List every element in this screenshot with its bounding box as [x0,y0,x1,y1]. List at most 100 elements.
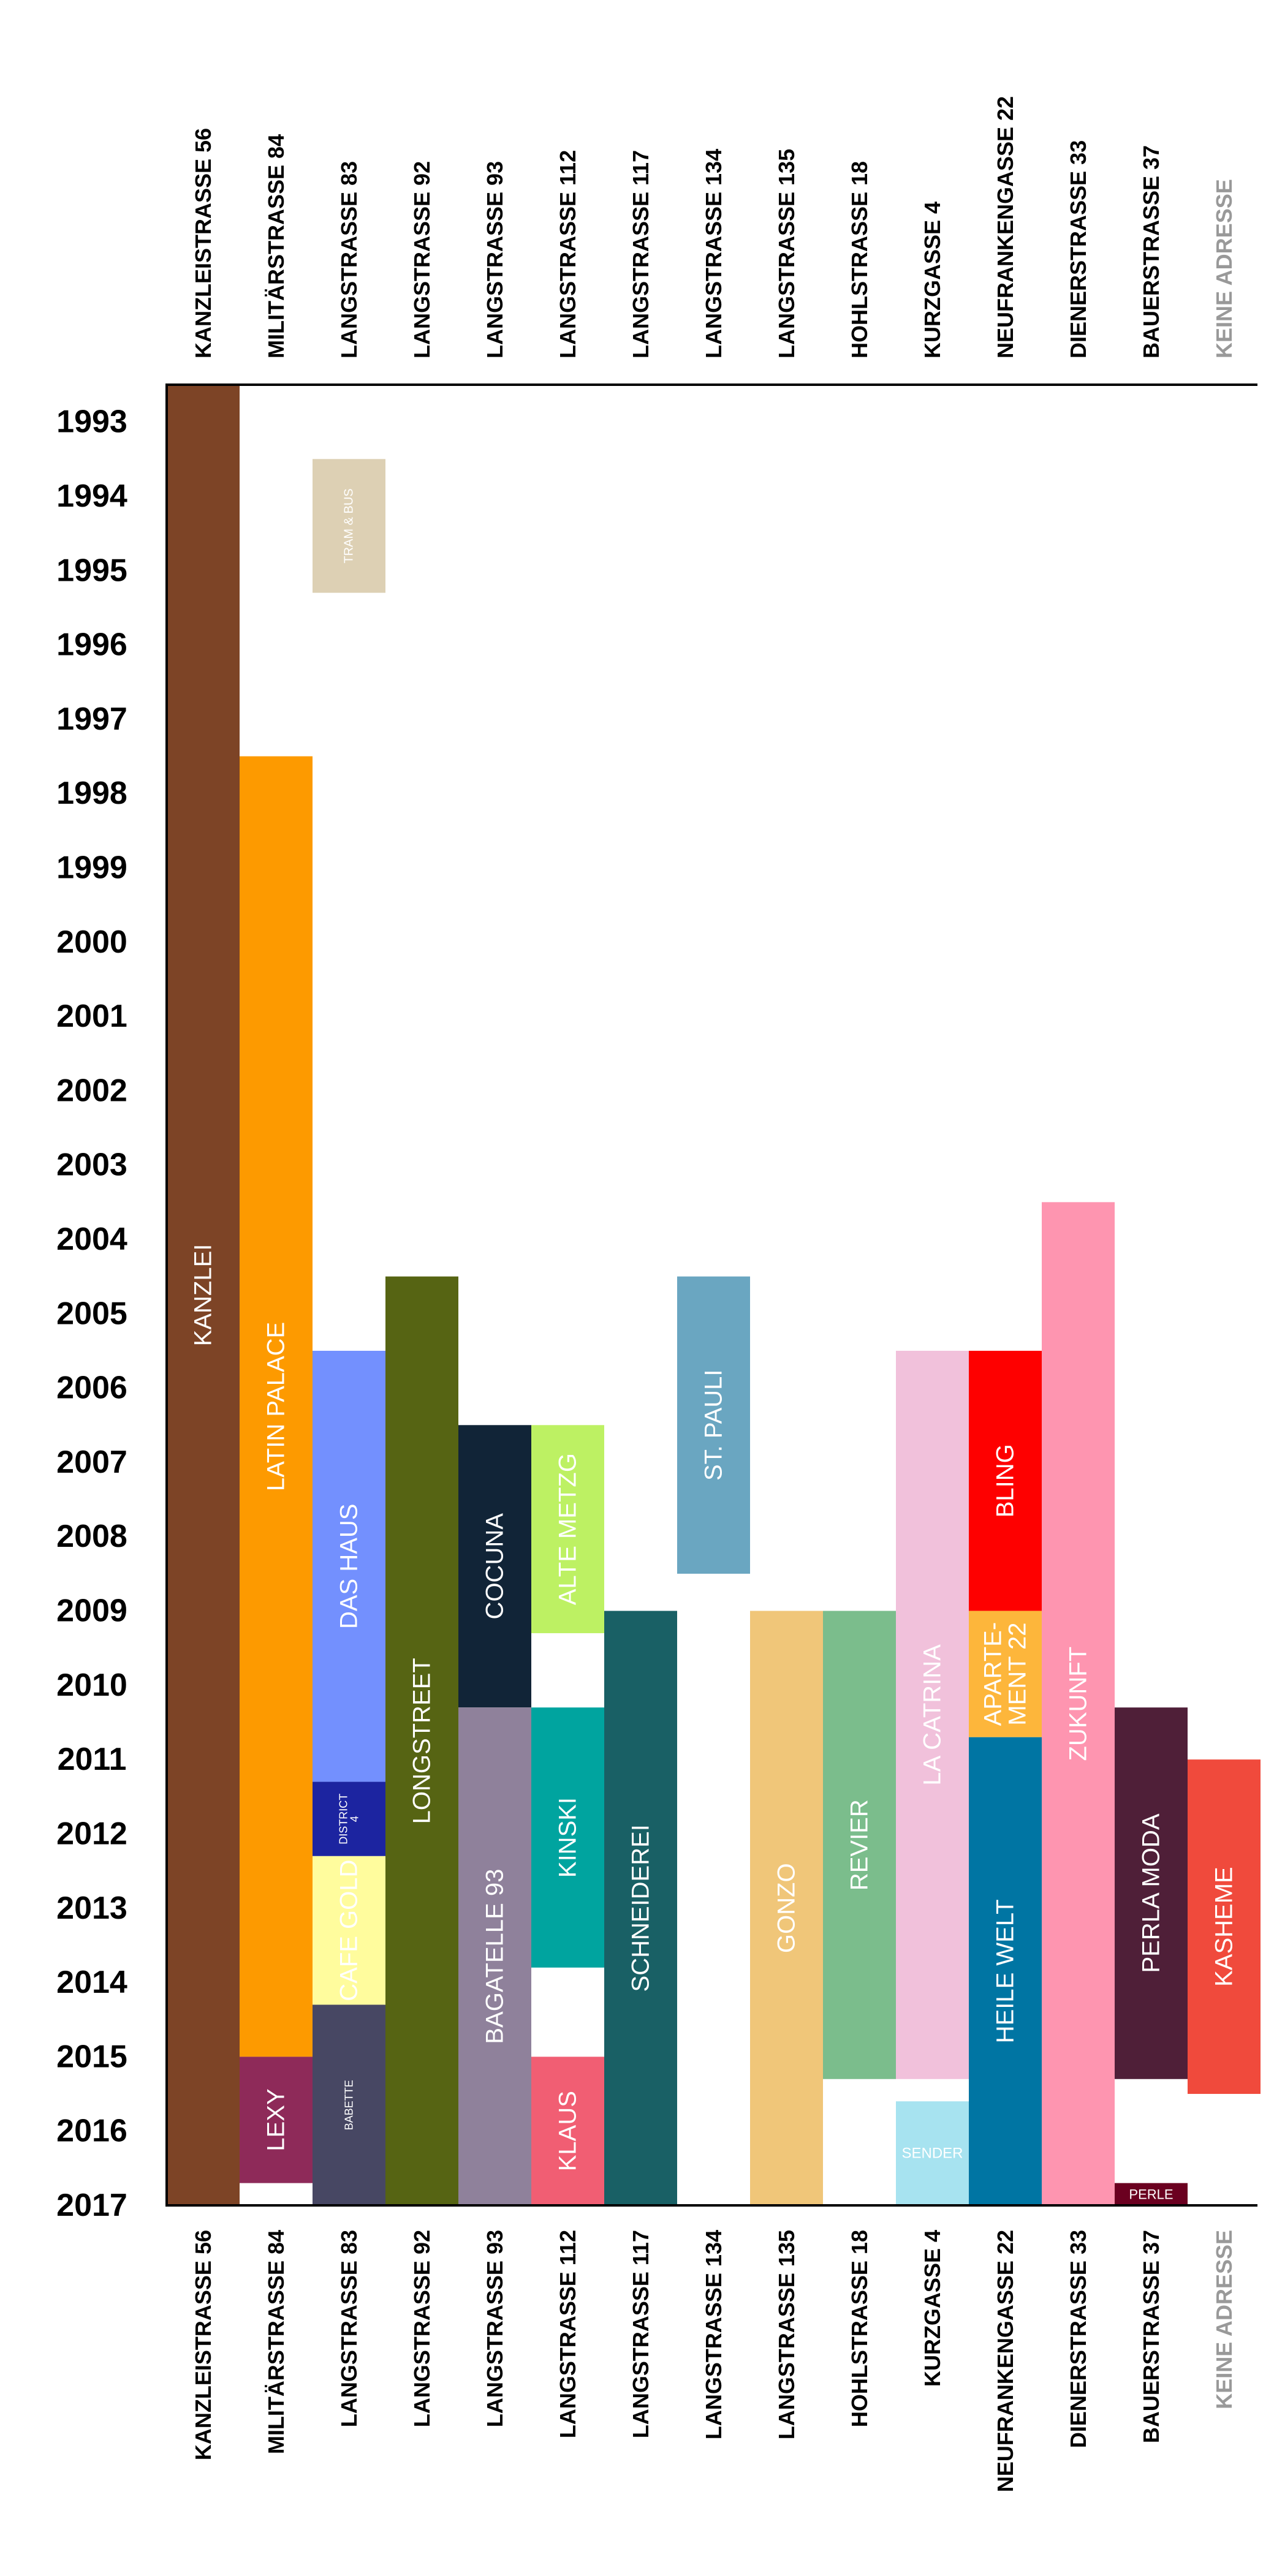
year-label-2015: 2015 [56,2039,127,2074]
venue-label-kinski: KINSKI [555,1797,582,1878]
venue-label-schneiderei: SCHNEIDEREI [628,1824,654,1992]
bottom-address-label-langstrasse-135: LANGSTRASSE 135 [774,2230,799,2439]
venue-bar-tram-bus [313,459,385,593]
bottom-address-label-hohlstrasse-18: HOHLSTRASSE 18 [847,2230,872,2427]
venue-label-aparte-ment-22: APARTE-MENT 22 [980,1622,1031,1726]
venue-label-sender: SENDER [901,2145,963,2162]
year-label-2010: 2010 [56,1668,127,1703]
venue-bar-schneiderei [604,1611,677,2205]
bottom-address-label-keine-adresse: KEINE ADRESSE [1211,2230,1237,2409]
bottom-address-label-langstrasse-92: LANGSTRASSE 92 [409,2230,434,2427]
year-label-2016: 2016 [56,2113,127,2149]
year-label-2013: 2013 [56,1890,127,1926]
venue-label-district-4: DISTRICT4 [338,1794,361,1845]
venue-bar-klaus [531,2057,604,2205]
bottom-address-label-langstrasse-112: LANGSTRASSE 112 [555,2230,580,2438]
year-label-2017: 2017 [56,2188,127,2223]
year-label-2014: 2014 [56,1965,127,2000]
venue-label-la-catrina: LA CATRINA [919,1644,946,1786]
bottom-address-label-langstrasse-117: LANGSTRASSE 117 [628,2230,653,2438]
top-address-label-langstrasse-83: LANGSTRASSE 83 [336,161,362,358]
year-label-2008: 2008 [56,1519,127,1554]
year-label-1993: 1993 [56,404,127,440]
bottom-address-label-langstrasse-83: LANGSTRASSE 83 [336,2230,362,2427]
venue-bar-zukunft [1042,1202,1115,2205]
venue-bar-la-catrina [896,1350,969,2079]
venue-label-kanzlei: KANZLEI [190,1244,217,1347]
venue-label-latin-palace: LATIN PALACE [263,1322,290,1491]
venue-label-longstreet: LONGSTREET [409,1658,436,1824]
year-label-2006: 2006 [56,1370,127,1406]
bottom-address-label-dienerstrasse-33: DIENERSTRASSE 33 [1066,2230,1091,2448]
venue-label-bagatelle-93: BAGATELLE 93 [482,1869,509,2044]
top-address-label-neufrankengasse-22: NEUFRANKENGASSE 22 [993,96,1018,358]
venue-bar-latin-palace [240,756,313,2057]
bottom-address-label-militärstrasse-84: MILITÄRSTRASSE 84 [264,2230,289,2454]
top-address-label-langstrasse-93: LANGSTRASSE 93 [482,161,507,358]
venue-bar-bagatelle-93 [458,1707,531,2205]
venue-bar-gonzo [750,1611,823,2205]
venue-bar-aparte-ment-22 [969,1611,1042,1737]
venue-label-revier: REVIER [846,1799,873,1890]
venue-label-perle: PERLE [1129,2186,1173,2202]
year-label-2004: 2004 [56,1222,127,1257]
year-label-2001: 2001 [56,999,127,1034]
venue-bar-sender [896,2101,969,2205]
top-address-label-langstrasse-117: LANGSTRASSE 117 [628,150,653,358]
bottom-address-labels: KANZLEISTRASSE 56 MILITÄRSTRASSE 84 LANGST… [191,2230,1237,2492]
top-address-label-bauerstrasse-37: BAUERSTRASSE 37 [1139,145,1164,358]
year-label-2002: 2002 [56,1073,127,1108]
venue-bar-kasheme [1188,1759,1261,2094]
year-label-1997: 1997 [56,701,127,737]
bottom-address-label-bauerstrasse-37: BAUERSTRASSE 37 [1139,2230,1164,2443]
venue-label-tram-bus: TRAM & BUS [343,488,356,563]
year-label-2005: 2005 [56,1296,127,1331]
venue-label-perla-moda: PERLA MODA [1138,1813,1165,1973]
year-label-2011: 2011 [58,1742,127,1777]
venue-label-das-haus: DAS HAUS [336,1504,363,1630]
venue-label-zukunft: ZUKUNFT [1065,1647,1092,1761]
venue-bar-district-4 [313,1781,385,1856]
top-address-labels: KANZLEISTRASSE 56 MILITÄRSTRASSE 84 LANGST… [191,96,1237,358]
venue-label-klaus: KLAUS [555,2091,582,2171]
venue-bar-kanzlei [167,385,240,2205]
venue-label-cocuna: COCUNA [482,1513,509,1620]
year-label-1996: 1996 [56,627,127,663]
venue-bar-babette [313,2004,385,2205]
venue-bar-revier [823,1611,896,2079]
top-address-label-langstrasse-112: LANGSTRASSE 112 [555,150,580,358]
venue-bar-kinski [531,1707,604,1968]
top-address-label-kanzleistrasse-56: KANZLEISTRASSE 56 [191,128,216,358]
venue-label-cafe-gold: CAFE GOLD [336,1860,363,2001]
bottom-address-label-langstrasse-93: LANGSTRASSE 93 [482,2230,507,2427]
venue-label-bling: BLING [992,1444,1019,1517]
year-label-2000: 2000 [56,924,127,960]
venue-bar-lexy [240,2057,313,2183]
venue-bar-longstreet [385,1276,458,2205]
top-address-label-langstrasse-135: LANGSTRASSE 135 [774,149,799,358]
venue-bars: KANZLEI LATIN PALACE LEXY TRAM & BUS DAS HAU… [167,385,1261,2205]
top-address-label-langstrasse-92: LANGSTRASSE 92 [409,161,434,358]
venue-bar-perla-moda [1115,1707,1188,2079]
venue-label-st-pauli: ST. PAULI [700,1370,727,1481]
bottom-address-label-kanzleistrasse-56: KANZLEISTRASSE 56 [191,2230,216,2460]
venue-bar-st-pauli [677,1276,750,1574]
year-label-2012: 2012 [56,1816,127,1851]
venue-bar-heile-welt [969,1737,1042,2205]
top-address-label-militärstrasse-84: MILITÄRSTRASSE 84 [264,134,289,358]
venue-bar-cocuna [458,1425,531,1708]
year-label-1998: 1998 [56,776,127,811]
venue-label-alte-metzg: ALTE METZG [555,1453,582,1605]
top-address-label-hohlstrasse-18: HOHLSTRASSE 18 [847,161,872,358]
year-label-1994: 1994 [56,478,127,514]
year-label-2009: 2009 [56,1593,127,1629]
bottom-address-label-kurzgasse-4: KURZGASSE 4 [920,2230,945,2387]
venue-bar-das-haus [313,1350,385,1782]
venue-label-kasheme: KASHEME [1211,1867,1238,1987]
venue-bar-perle [1115,2183,1188,2205]
venue-label-babette: BABETTE [343,2080,355,2130]
year-label-1999: 1999 [56,850,127,885]
top-address-label-dienerstrasse-33: DIENERSTRASSE 33 [1066,140,1091,358]
venue-bar-cafe-gold [313,1856,385,2005]
